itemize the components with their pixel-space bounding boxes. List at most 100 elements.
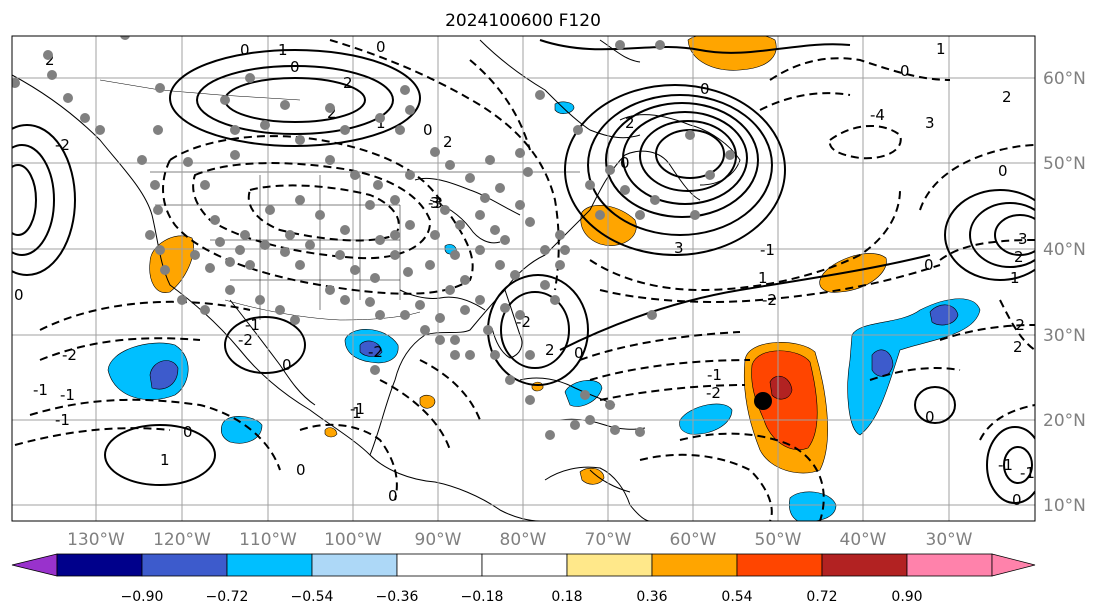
contour-label: 0 [998, 162, 1008, 180]
contour-label: 0 [183, 423, 193, 441]
station-markers [12, 36, 735, 440]
station-marker [535, 90, 545, 100]
station-marker [177, 295, 187, 305]
station-marker [155, 245, 165, 255]
colorbar-label: 0.90 [891, 589, 922, 605]
colorbar-bin [311, 553, 398, 577]
station-marker [465, 173, 475, 183]
station-marker [605, 400, 615, 410]
contour-label: 3 [925, 114, 935, 132]
lat-label: 10°N [1043, 496, 1086, 516]
contour-label: -1 [1020, 464, 1035, 482]
station-marker [475, 295, 485, 305]
contour-label: -3 [428, 194, 443, 212]
contour-label: 2 [1013, 338, 1023, 356]
lon-label: 70°W [585, 530, 632, 550]
station-marker [450, 335, 460, 345]
station-marker [483, 325, 493, 335]
station-marker [240, 230, 250, 240]
station-marker [405, 105, 415, 115]
station-marker [365, 297, 375, 307]
lon-label: 50°W [755, 530, 802, 550]
station-marker [490, 350, 500, 360]
station-marker [555, 230, 565, 240]
contour-label: 2 [443, 133, 453, 151]
station-marker [650, 195, 660, 205]
station-marker [505, 375, 515, 385]
station-marker [485, 155, 495, 165]
contour-label: 2 [45, 51, 55, 69]
station-marker [400, 85, 410, 95]
contour-label: 1 [758, 269, 768, 287]
station-marker [365, 200, 375, 210]
colorbar-labels: −0.90 −0.72 −0.54 −0.36 −0.18 0.18 0.36 … [121, 589, 923, 605]
contour-label: 0 [900, 62, 910, 80]
station-marker [523, 167, 533, 177]
station-marker [200, 305, 210, 315]
station-marker [705, 170, 715, 180]
station-marker [515, 148, 525, 158]
colorbar-bin [651, 553, 738, 577]
station-marker [390, 195, 400, 205]
station-marker [280, 100, 290, 110]
station-marker [280, 247, 290, 257]
contour-label: -4 [870, 106, 885, 124]
station-marker [295, 195, 305, 205]
contour-label: 0 [574, 344, 584, 362]
station-marker [400, 310, 410, 320]
contour-label: 3 [1018, 230, 1028, 248]
station-marker [495, 183, 505, 193]
station-marker [390, 230, 400, 240]
contour-label: 1 [376, 114, 386, 132]
station-marker [205, 263, 215, 273]
colorbar-bin [226, 553, 313, 577]
station-marker [405, 170, 415, 180]
station-marker [340, 125, 350, 135]
contour-label: -1 [998, 456, 1013, 474]
station-marker [580, 390, 590, 400]
station-marker [480, 193, 490, 203]
contour-label: -2 [706, 384, 721, 402]
station-marker [153, 205, 163, 215]
contour-label: 0 [388, 487, 398, 505]
station-marker [95, 125, 105, 135]
colorbar-bin [736, 553, 823, 577]
station-marker [260, 240, 270, 250]
station-marker [555, 260, 565, 270]
contour-label: 1 [936, 40, 946, 58]
lon-label: 90°W [415, 530, 462, 550]
station-marker [425, 260, 435, 270]
contour-label: 0 [423, 121, 433, 139]
colorbar-bin [396, 553, 483, 577]
latitude-labels: 60°N 50°N 40°N 30°N 20°N 10°N [1043, 69, 1086, 516]
contour-labels: 0 1 2 0 2 0 1 2 3 0 2 0 3 0 2 1 2 3 0 1 … [14, 38, 1035, 509]
station-marker [137, 155, 147, 165]
station-marker [515, 310, 525, 320]
station-marker [155, 83, 165, 93]
station-marker [435, 335, 445, 345]
station-marker [655, 40, 665, 50]
station-marker [605, 165, 615, 175]
lat-label: 50°N [1043, 154, 1086, 174]
station-marker [335, 250, 345, 260]
contour-label: 0 [14, 286, 24, 304]
station-marker [200, 180, 210, 190]
colorbar-bin [566, 553, 653, 577]
contour-label: 0 [240, 41, 250, 59]
station-marker [635, 210, 645, 220]
station-marker [525, 217, 535, 227]
contour-label: -1 [350, 400, 365, 418]
contour-label: 2 [327, 104, 337, 122]
station-marker [510, 270, 520, 280]
station-marker [350, 265, 360, 275]
contour-label: 3 [430, 194, 440, 212]
station-marker [500, 303, 510, 313]
station-marker [375, 310, 385, 320]
station-marker [315, 210, 325, 220]
contour-label: 2 [1002, 88, 1012, 106]
contour-label: -1 [245, 316, 260, 334]
station-marker [190, 250, 200, 260]
station-marker [120, 36, 130, 40]
contour-label: 1 [160, 451, 170, 469]
